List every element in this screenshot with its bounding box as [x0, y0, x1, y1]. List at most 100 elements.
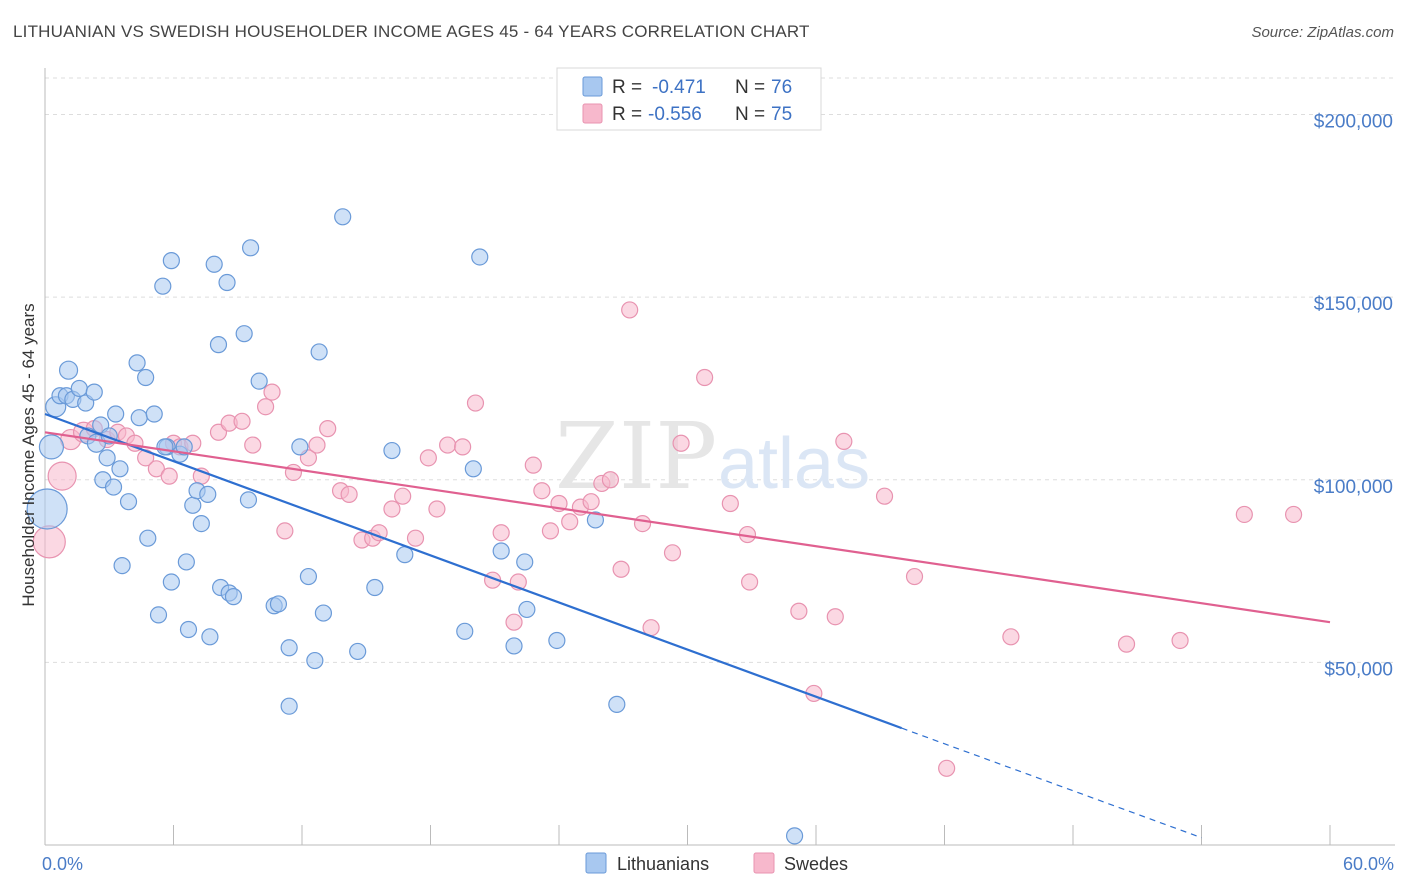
bottom-legend: Lithuanians Swedes [585, 852, 848, 874]
point-lithuanians-54 [299, 567, 318, 586]
point-lithuanians-40 [209, 336, 228, 354]
point-swedes-61 [741, 573, 759, 591]
point-lithuanians-34 [184, 496, 202, 514]
point-swedes-68 [905, 567, 924, 586]
point-lithuanians-1 [38, 434, 65, 460]
y-tick-label-2: $150,000 [1314, 294, 1393, 315]
point-swedes-46 [541, 522, 560, 540]
point-lithuanians-16 [107, 405, 125, 423]
point-swedes-25 [308, 436, 326, 454]
point-swedes-41 [492, 524, 510, 542]
point-lithuanians-28 [162, 573, 180, 591]
legend-r-label-2: R = [612, 104, 642, 125]
y-axis-label: Householder Income Ages 45 - 64 years [19, 303, 38, 606]
point-lithuanians-65 [471, 248, 489, 266]
point-lithuanians-71 [586, 511, 605, 529]
bottom-legend-swedes: Swedes [784, 854, 848, 874]
point-swedes-1 [47, 461, 77, 491]
bottom-legend-lithuanians: Lithuanians [617, 854, 709, 874]
point-swedes-18 [233, 412, 251, 430]
point-lithuanians-37 [199, 485, 217, 503]
point-swedes-57 [663, 544, 682, 562]
trend-line-lithuanians-extension [901, 727, 1202, 839]
point-lithuanians-0 [26, 488, 68, 530]
bottom-legend-swatch-lithuanians [585, 852, 607, 874]
legend-r-label-1: R = [612, 77, 642, 98]
point-lithuanians-5 [58, 360, 79, 380]
point-lithuanians-67 [505, 637, 523, 655]
legend-r-value-2: -0.556 [648, 104, 702, 125]
point-lithuanians-46 [239, 491, 258, 509]
legend-n-value-1: 76 [771, 77, 792, 98]
point-lithuanians-22 [137, 368, 155, 387]
point-swedes-63 [790, 602, 808, 620]
point-lithuanians-21 [130, 409, 148, 427]
point-swedes-54 [621, 301, 639, 319]
legend-n-label-1: N = [735, 77, 765, 98]
point-lithuanians-48 [250, 372, 268, 390]
point-swedes-55 [633, 514, 652, 533]
point-swedes-10 [147, 460, 165, 478]
point-lithuanians-52 [280, 697, 298, 715]
point-lithuanians-14 [98, 449, 116, 467]
point-swedes-37 [439, 436, 457, 454]
point-lithuanians-39 [205, 255, 223, 273]
watermark-zip: ZIP [555, 403, 717, 510]
point-swedes-22 [276, 522, 294, 540]
point-swedes-42 [505, 613, 523, 631]
point-lithuanians-74 [156, 438, 174, 456]
point-swedes-21 [263, 383, 281, 401]
point-swedes-72 [1171, 631, 1189, 650]
point-lithuanians-56 [310, 343, 328, 361]
point-swedes-52 [601, 471, 620, 489]
chart-title: LITHUANIAN VS SWEDISH HOUSEHOLDER INCOME… [13, 22, 810, 41]
point-lithuanians-72 [608, 695, 626, 713]
bottom-legend-swatch-swedes [753, 852, 775, 874]
point-lithuanians-73 [785, 827, 804, 845]
y-tick-label-3: $200,000 [1314, 112, 1393, 133]
point-swedes-11 [160, 467, 178, 485]
legend-n-value-2: 75 [771, 104, 792, 125]
point-swedes-65 [826, 608, 844, 626]
point-swedes-50 [582, 493, 600, 511]
point-swedes-33 [394, 487, 412, 505]
point-lithuanians-42 [218, 273, 236, 292]
point-lithuanians-18 [113, 556, 131, 575]
series-lithuanians-points [26, 208, 804, 845]
point-lithuanians-53 [291, 438, 309, 456]
point-lithuanians-29 [162, 252, 180, 270]
point-swedes-26 [319, 420, 337, 438]
point-lithuanians-26 [154, 277, 172, 295]
point-lithuanians-51 [280, 639, 298, 657]
point-swedes-36 [428, 500, 446, 518]
point-lithuanians-17 [111, 460, 129, 478]
point-lithuanians-64 [464, 460, 482, 478]
point-lithuanians-45 [235, 325, 253, 343]
point-swedes-74 [1284, 505, 1303, 524]
y-tick-label-0: $50,000 [1324, 659, 1393, 680]
x-tick-label-0: 0.0% [42, 854, 83, 874]
watermark: ZIP atlas [555, 403, 870, 510]
point-lithuanians-32 [177, 553, 195, 571]
point-lithuanians-31 [175, 438, 193, 456]
point-swedes-53 [612, 560, 630, 578]
point-lithuanians-15 [104, 478, 123, 496]
point-swedes-34 [406, 529, 425, 547]
point-lithuanians-44 [224, 588, 243, 606]
point-swedes-59 [696, 368, 714, 387]
point-swedes-48 [561, 513, 579, 531]
point-lithuanians-57 [314, 604, 333, 622]
grid-lines [45, 77, 1395, 663]
point-lithuanians-19 [119, 493, 138, 511]
point-lithuanians-10 [85, 383, 103, 401]
trend-line-swedes [44, 431, 1331, 624]
point-swedes-28 [340, 485, 358, 503]
point-lithuanians-33 [179, 620, 198, 639]
point-lithuanians-69 [518, 600, 536, 619]
trend-lines [44, 412, 1331, 839]
point-swedes-39 [466, 394, 485, 412]
legend-swatch-swedes [582, 103, 603, 124]
point-swedes-67 [875, 487, 894, 505]
point-swedes-69 [938, 759, 956, 777]
